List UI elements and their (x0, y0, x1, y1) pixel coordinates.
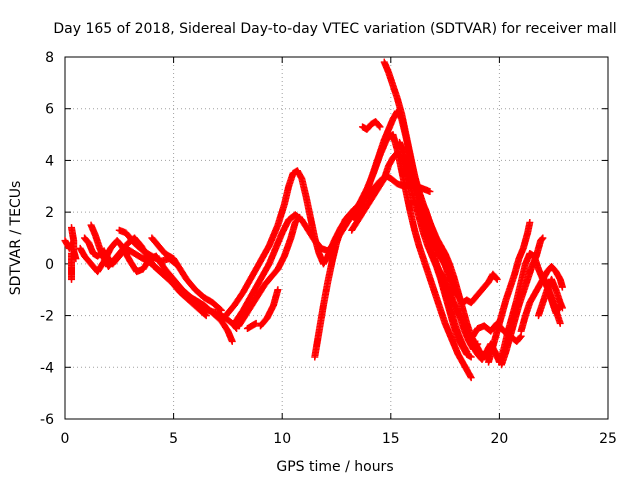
data-point (296, 213, 304, 221)
data-point (202, 312, 210, 320)
chart-title: Day 165 of 2018, Sidereal Day-to-day VTE… (53, 21, 616, 37)
series-track-8 (148, 234, 225, 314)
y-tick-label: -6 (40, 412, 54, 428)
data-point (216, 305, 224, 313)
data-point (558, 283, 566, 291)
x-tick-label: 5 (169, 431, 178, 447)
data-point (556, 301, 564, 309)
y-tick-label: -4 (40, 360, 54, 376)
series-track-21 (458, 270, 501, 307)
x-tick-label: 25 (599, 431, 617, 447)
series-track-12 (243, 319, 260, 332)
x-tick-label: 10 (273, 431, 291, 447)
data-point (376, 123, 384, 131)
y-axis-label: SDTVAR / TECUs (8, 181, 24, 296)
data-point (526, 218, 534, 226)
series-track-16 (359, 118, 384, 133)
series-track-13 (256, 286, 282, 330)
y-tick-label: 0 (45, 257, 54, 273)
data-point (539, 234, 547, 242)
data-point (274, 286, 282, 294)
data-point (228, 337, 236, 345)
y-tick-label: 4 (45, 153, 54, 169)
data-point (492, 274, 500, 282)
data-points (61, 58, 566, 382)
y-tick-label: 2 (45, 205, 54, 221)
data-point (201, 311, 209, 319)
data-point (72, 255, 80, 263)
data-point (217, 306, 225, 314)
data-point (474, 340, 482, 348)
series-track-25 (498, 234, 547, 369)
data-point (463, 348, 471, 356)
series-track-24 (485, 218, 534, 366)
data-point (295, 214, 303, 222)
data-point (516, 333, 524, 341)
y-tick-label: 8 (45, 50, 54, 66)
data-point (252, 319, 260, 327)
data-point (556, 319, 564, 327)
axis-tick-labels: 0 5 10 15 20 25 -6 -4 -2 0 2 4 6 8 (40, 50, 617, 447)
series-track-6 (87, 221, 210, 320)
data-point (68, 275, 76, 283)
x-tick-label: 20 (490, 431, 508, 447)
series-track-28 (539, 273, 564, 317)
series-track-3 (68, 224, 80, 263)
data-point (493, 275, 501, 283)
y-tick-label: -2 (40, 309, 54, 325)
series-track-11 (235, 213, 304, 330)
data-point (467, 374, 475, 382)
series-track-19 (413, 200, 464, 304)
data-point (467, 353, 475, 361)
x-tick-label: 0 (61, 431, 70, 447)
data-point (375, 122, 383, 130)
data-point (426, 187, 434, 195)
axis-ticks (64, 56, 609, 420)
y-tick-label: 6 (45, 102, 54, 118)
x-axis-label: GPS time / hours (276, 459, 393, 475)
x-tick-label: 15 (382, 431, 400, 447)
